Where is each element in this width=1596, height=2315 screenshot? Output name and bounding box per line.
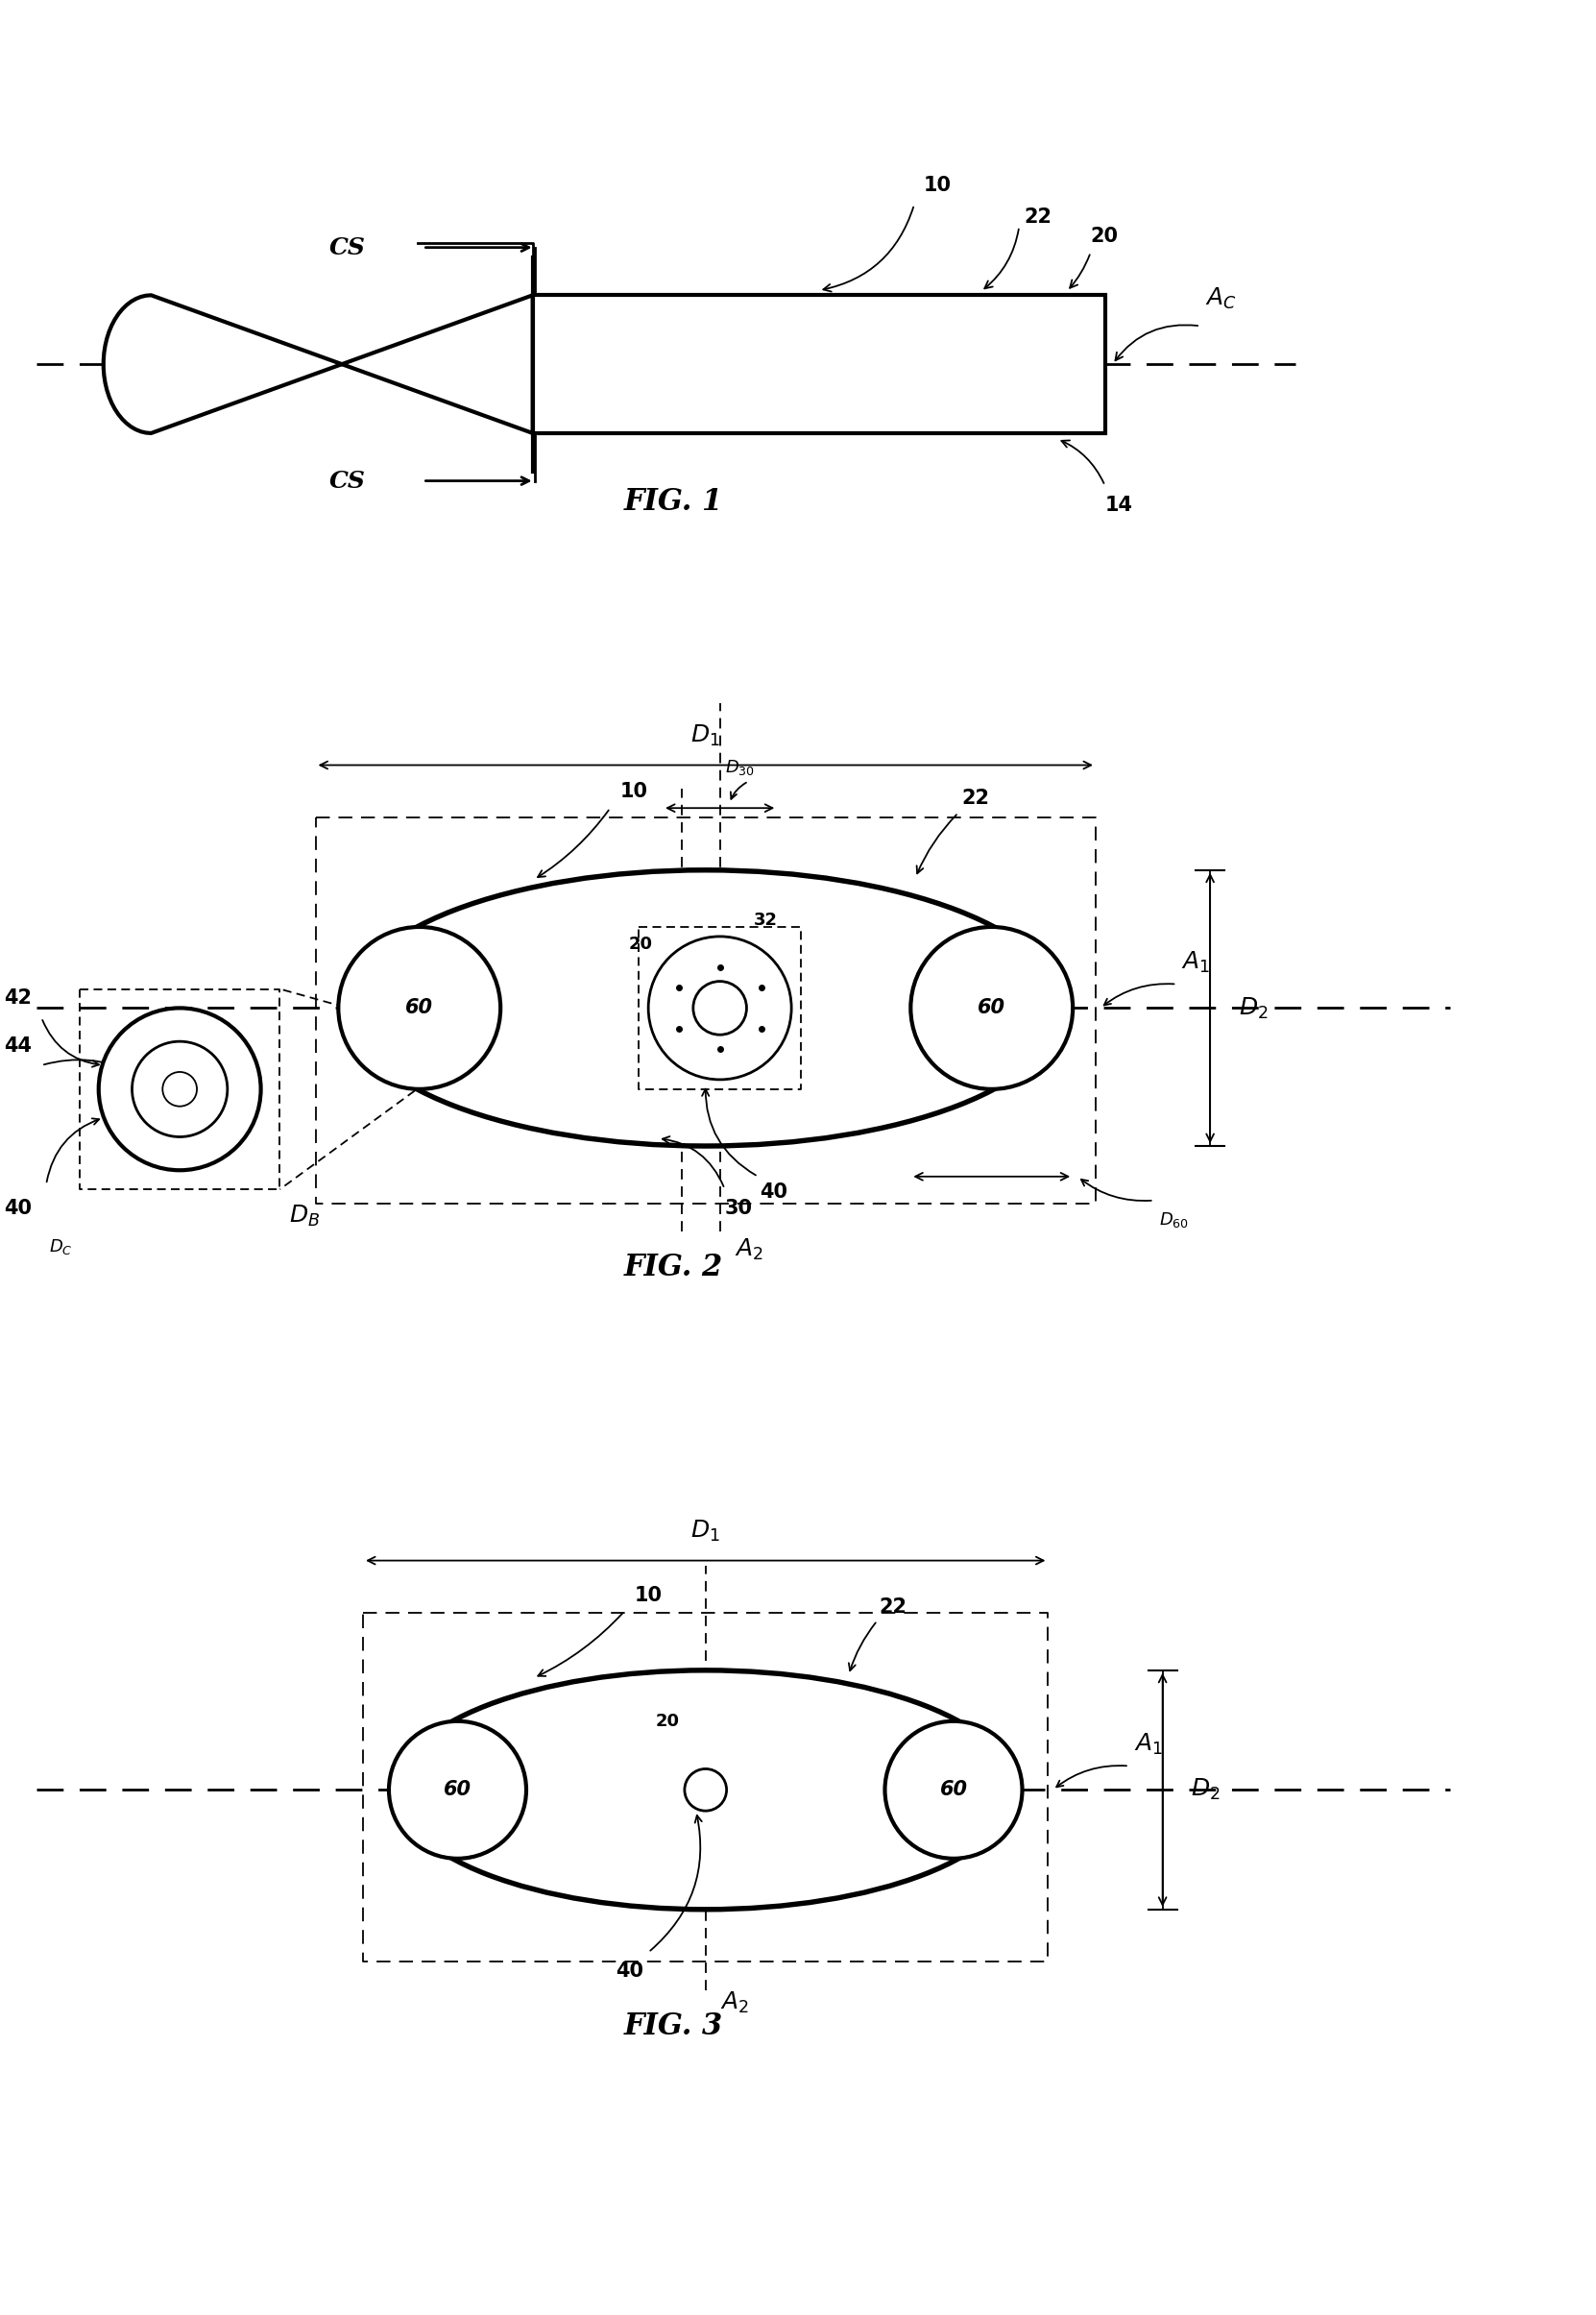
Text: 60: 60	[444, 1780, 471, 1799]
Ellipse shape	[396, 1671, 1015, 1910]
Text: $A_2$: $A_2$	[720, 1991, 749, 2016]
Text: 60: 60	[940, 1780, 967, 1799]
Text: 50: 50	[741, 1023, 764, 1039]
Circle shape	[389, 1720, 527, 1859]
Text: $A_1$: $A_1$	[1181, 949, 1210, 975]
Circle shape	[685, 1769, 726, 1810]
Circle shape	[99, 1007, 260, 1171]
Text: 10: 10	[619, 782, 648, 801]
Text: CS: CS	[329, 236, 365, 259]
Text: 40: 40	[616, 1961, 643, 1982]
Text: FIG. 2: FIG. 2	[624, 1252, 723, 1283]
Text: $D_2$: $D_2$	[1238, 995, 1269, 1021]
Circle shape	[884, 1720, 1023, 1859]
Text: 42: 42	[5, 989, 32, 1007]
Text: $D_1$: $D_1$	[691, 1519, 720, 1544]
Text: 10: 10	[924, 176, 951, 194]
Text: FIG. 3: FIG. 3	[624, 2012, 723, 2042]
Text: $D_B$: $D_B$	[289, 1204, 321, 1229]
Text: 22: 22	[961, 789, 990, 808]
Text: $A_C$: $A_C$	[1205, 287, 1237, 313]
Circle shape	[693, 982, 747, 1035]
Text: 20: 20	[1090, 227, 1119, 245]
Text: 22: 22	[879, 1597, 907, 1616]
Text: CS: CS	[329, 470, 365, 493]
Text: 20: 20	[656, 1713, 680, 1729]
Text: 44: 44	[5, 1037, 32, 1056]
Text: 32: 32	[753, 912, 777, 928]
FancyBboxPatch shape	[533, 296, 1104, 433]
Circle shape	[648, 938, 792, 1079]
Circle shape	[911, 926, 1073, 1088]
Text: 20: 20	[629, 935, 653, 954]
Text: 40: 40	[5, 1199, 32, 1218]
Circle shape	[163, 1072, 196, 1107]
Text: $A_2$: $A_2$	[734, 1236, 763, 1262]
Circle shape	[338, 926, 501, 1088]
Text: $A_1$: $A_1$	[1133, 1732, 1162, 1757]
Text: $D_2$: $D_2$	[1191, 1778, 1221, 1803]
Text: 14: 14	[1104, 495, 1133, 514]
Text: 30: 30	[725, 1199, 752, 1218]
Circle shape	[132, 1042, 227, 1137]
Text: 40: 40	[760, 1183, 788, 1201]
Text: 60: 60	[978, 998, 1005, 1019]
Text: FIG. 1: FIG. 1	[624, 486, 723, 516]
Text: $D_1$: $D_1$	[691, 722, 720, 748]
Ellipse shape	[350, 870, 1063, 1146]
Text: $D_{30}$: $D_{30}$	[725, 759, 755, 778]
Text: 60: 60	[405, 998, 434, 1019]
Text: 22: 22	[1025, 208, 1052, 227]
Polygon shape	[104, 296, 533, 433]
Text: $D_{60}$: $D_{60}$	[1159, 1211, 1189, 1229]
Text: 10: 10	[634, 1586, 662, 1604]
Text: $D_C$: $D_C$	[48, 1236, 72, 1257]
